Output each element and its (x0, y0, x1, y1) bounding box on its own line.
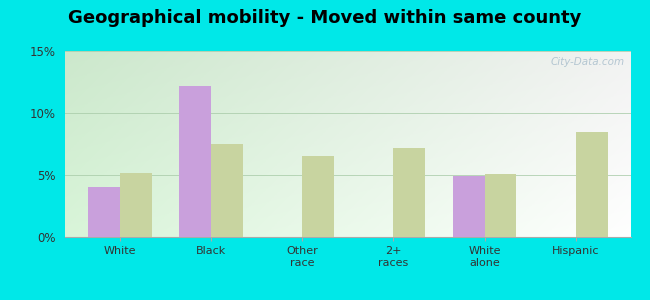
Bar (393, 148, 425, 237)
Bar (452, 176, 484, 237)
Text: City-Data.com: City-Data.com (551, 57, 625, 67)
Bar (88, 188, 120, 237)
Bar (302, 156, 334, 237)
Bar (120, 172, 151, 237)
Bar (211, 144, 243, 237)
Bar (484, 174, 517, 237)
Text: Geographical mobility - Moved within same county: Geographical mobility - Moved within sam… (68, 9, 582, 27)
Bar (576, 132, 608, 237)
Bar (179, 86, 211, 237)
